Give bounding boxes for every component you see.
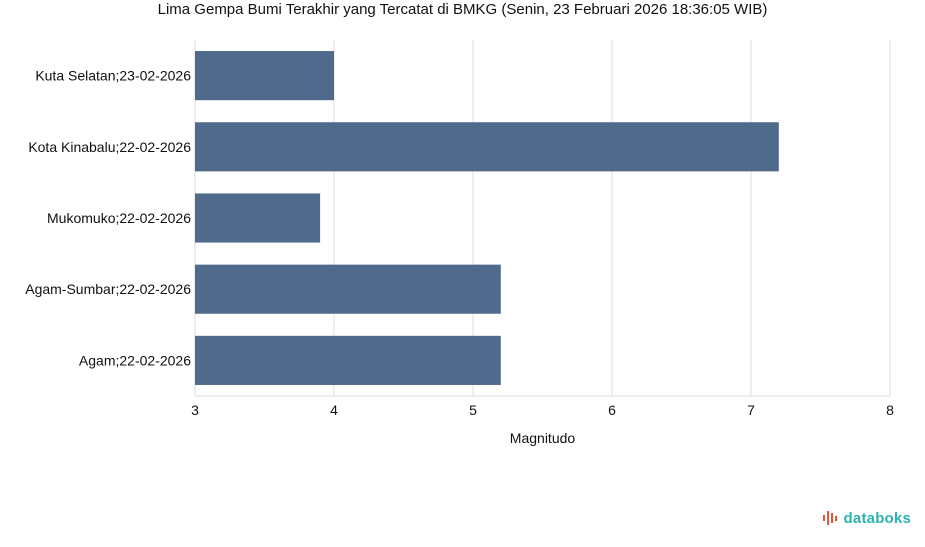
y-axis-labels: Kuta Selatan;23-02-2026 Kota Kinabalu;22-… bbox=[25, 68, 191, 369]
y-category-label: Kota Kinabalu;22-02-2026 bbox=[28, 139, 191, 155]
chart-title: Lima Gempa Bumi Terakhir yang Tercatat d… bbox=[157, 1, 768, 18]
x-tick-label: 6 bbox=[608, 402, 616, 418]
x-tick-label: 5 bbox=[469, 402, 477, 418]
x-tick-label: 3 bbox=[191, 402, 199, 418]
brand-logo[interactable]: databoks bbox=[822, 508, 911, 528]
bar[interactable] bbox=[195, 264, 501, 314]
y-category-label: Kuta Selatan;23-02-2026 bbox=[35, 68, 191, 84]
bar[interactable] bbox=[195, 193, 321, 243]
bar[interactable] bbox=[195, 51, 334, 101]
x-tick-label: 4 bbox=[330, 402, 338, 418]
y-category-label: Mukomuko;22-02-2026 bbox=[47, 210, 191, 226]
bars-layer bbox=[195, 51, 779, 385]
y-category-label: Agam;22-02-2026 bbox=[79, 352, 191, 368]
x-axis-title: Magnitudo bbox=[510, 430, 576, 446]
x-axis-ticks: 3 4 5 6 7 8 bbox=[191, 402, 894, 418]
y-category-label: Agam-Sumbar;22-02-2026 bbox=[25, 281, 191, 297]
x-tick-label: 8 bbox=[886, 402, 894, 418]
databoks-logo-icon bbox=[822, 511, 837, 525]
bar[interactable] bbox=[195, 122, 779, 172]
brand-text: databoks bbox=[843, 509, 911, 527]
x-tick-label: 7 bbox=[747, 402, 755, 418]
bar[interactable] bbox=[195, 335, 501, 385]
